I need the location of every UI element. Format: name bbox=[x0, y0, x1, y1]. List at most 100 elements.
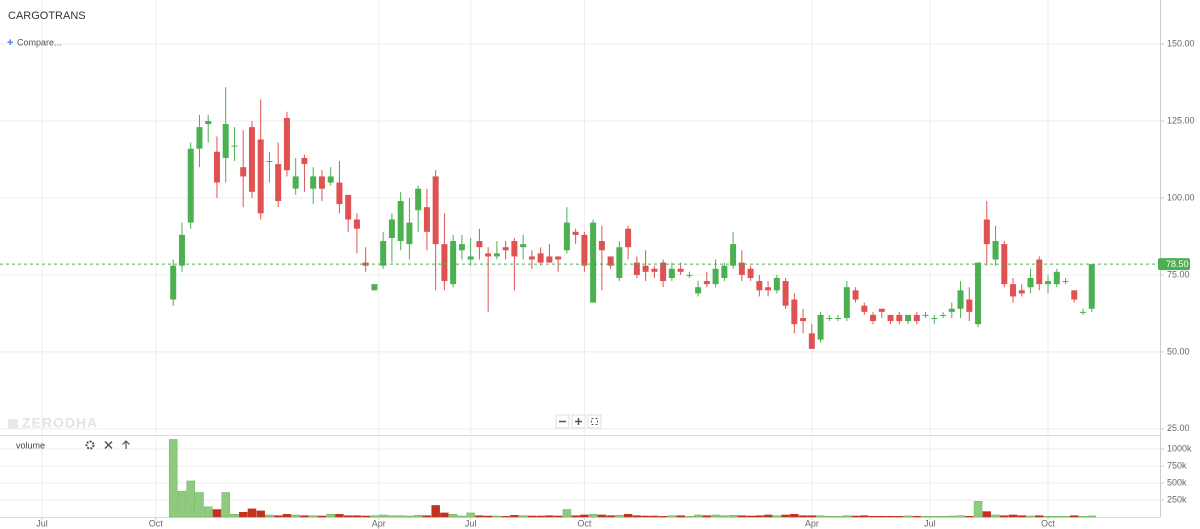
volume-bar bbox=[1070, 515, 1079, 518]
candle-body bbox=[257, 139, 264, 214]
candle-body bbox=[791, 299, 798, 325]
volume-bar bbox=[667, 515, 677, 518]
candle-body bbox=[905, 314, 912, 322]
volume-bar bbox=[518, 515, 528, 518]
candle-body bbox=[546, 256, 553, 263]
candle-body bbox=[913, 314, 920, 322]
volume-bar bbox=[203, 506, 213, 518]
candle-body bbox=[196, 127, 203, 149]
candle-body bbox=[931, 318, 938, 320]
volume-bar bbox=[903, 515, 913, 518]
volume-bar bbox=[842, 515, 852, 518]
candle-body bbox=[266, 161, 273, 163]
volume-bar bbox=[702, 515, 712, 518]
volume-bar bbox=[588, 514, 598, 518]
x-tick-label: Oct bbox=[149, 518, 164, 528]
zoom-controls bbox=[555, 414, 602, 429]
volume-bar bbox=[527, 515, 537, 518]
candle-body bbox=[292, 176, 299, 189]
volume-bar bbox=[676, 515, 685, 518]
y-tick-label: 100.00 bbox=[1167, 192, 1195, 202]
candle-body bbox=[1053, 271, 1060, 285]
volume-bar bbox=[825, 516, 834, 518]
candle-body bbox=[493, 253, 500, 257]
candle-body bbox=[336, 182, 343, 205]
candle-body bbox=[1088, 264, 1095, 309]
candle-body bbox=[1036, 259, 1043, 285]
volume-bar bbox=[1035, 515, 1044, 518]
candle-body bbox=[345, 194, 352, 220]
volume-bar bbox=[1078, 516, 1088, 518]
volume-bar bbox=[947, 515, 957, 518]
candle-body bbox=[625, 228, 632, 248]
volume-bar bbox=[553, 515, 563, 518]
candle-body bbox=[581, 234, 588, 266]
volume-bar bbox=[483, 515, 493, 518]
x-tick-label: Apr bbox=[372, 518, 386, 528]
close-icon[interactable] bbox=[104, 440, 113, 450]
candle-body bbox=[397, 201, 404, 242]
candle-body bbox=[213, 151, 220, 183]
candle-body bbox=[677, 268, 684, 272]
candle-body bbox=[983, 219, 990, 245]
candle-body bbox=[537, 253, 544, 263]
candle-body bbox=[896, 314, 903, 322]
candle-body bbox=[205, 120, 212, 125]
last-price-label: 78.50 bbox=[1166, 259, 1189, 269]
volume-bar bbox=[1026, 515, 1035, 518]
volume-bar bbox=[956, 515, 965, 518]
settings-icon[interactable] bbox=[85, 440, 95, 450]
candle-body bbox=[1071, 290, 1078, 300]
volume-bar bbox=[1000, 515, 1009, 518]
volume-bar bbox=[238, 511, 248, 518]
compare-link[interactable]: Compare... bbox=[17, 37, 62, 47]
candle-body bbox=[747, 268, 754, 278]
volume-bar bbox=[396, 515, 405, 518]
volume-bar bbox=[230, 514, 239, 518]
candle-body bbox=[870, 314, 877, 322]
volume-bar bbox=[562, 509, 572, 518]
volume-bar bbox=[746, 515, 755, 518]
candle-body bbox=[327, 176, 334, 183]
candle-body bbox=[1045, 281, 1052, 285]
candle-body bbox=[878, 308, 885, 312]
volume-tools bbox=[85, 440, 130, 450]
volume-title: volume bbox=[16, 440, 45, 450]
volume-bar bbox=[606, 515, 615, 518]
candle-body bbox=[800, 318, 807, 322]
volume-bar bbox=[895, 516, 904, 518]
volume-bar bbox=[545, 515, 554, 518]
candle-body bbox=[782, 281, 789, 306]
fullscreen[interactable] bbox=[587, 414, 602, 429]
volume-bar bbox=[930, 516, 939, 518]
volume-bar bbox=[361, 515, 370, 518]
candle-body bbox=[511, 241, 518, 257]
compare-plus[interactable]: + bbox=[7, 37, 13, 49]
candle-body bbox=[992, 241, 999, 260]
candle-body bbox=[406, 222, 413, 245]
candle-body bbox=[975, 262, 982, 325]
candle-body bbox=[1027, 277, 1034, 288]
candle-body bbox=[835, 318, 842, 320]
y-tick-label: 125.00 bbox=[1167, 115, 1195, 125]
y-tick-label: 150.00 bbox=[1167, 38, 1195, 48]
volume-bar bbox=[790, 514, 799, 518]
candle-body bbox=[248, 127, 255, 192]
volume-bar bbox=[405, 515, 414, 518]
move-up-icon[interactable] bbox=[122, 440, 130, 449]
volume-bar bbox=[833, 516, 843, 518]
candle-body bbox=[555, 256, 562, 260]
volume-bar bbox=[431, 505, 440, 518]
volume-bar bbox=[326, 514, 335, 518]
volume-bar bbox=[623, 514, 633, 518]
candle-body bbox=[1062, 281, 1069, 283]
volume-bar bbox=[728, 515, 738, 518]
candle-body bbox=[730, 244, 737, 266]
candle-body bbox=[843, 287, 850, 319]
y-tick-label: 1000k bbox=[1167, 443, 1192, 453]
volume-bar bbox=[352, 515, 362, 518]
candle-body bbox=[301, 157, 308, 165]
volume-bar bbox=[335, 514, 344, 518]
candle-body bbox=[222, 124, 229, 158]
volume-bar bbox=[247, 508, 257, 518]
